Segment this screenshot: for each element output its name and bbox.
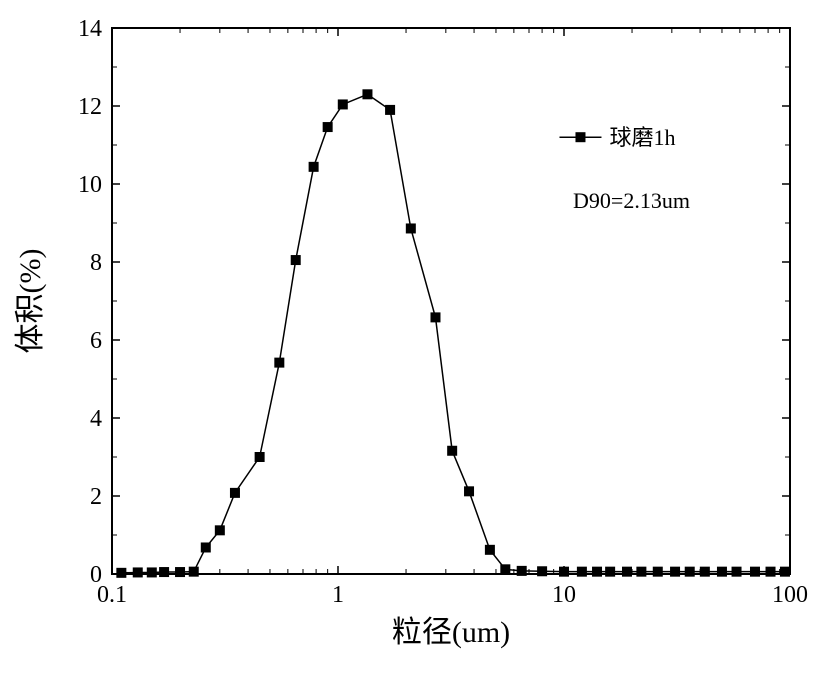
series-marker — [685, 567, 695, 577]
legend-label: 球磨1h — [609, 125, 675, 150]
series-marker — [500, 564, 510, 574]
series-marker — [175, 567, 185, 577]
y-tick-label: 12 — [78, 94, 102, 120]
series-marker — [559, 567, 569, 577]
y-axis-label: 体积(%) — [14, 249, 47, 354]
series-marker — [766, 567, 776, 577]
y-tick-label: 6 — [90, 328, 102, 354]
series-marker — [780, 567, 790, 577]
series-marker — [622, 567, 632, 577]
series-marker — [732, 567, 742, 577]
y-tick-label: 0 — [90, 562, 102, 588]
y-tick-label: 8 — [90, 250, 102, 276]
x-tick-label: 100 — [772, 582, 808, 608]
series-marker — [323, 122, 333, 132]
series-marker — [116, 568, 126, 578]
series-marker — [605, 567, 615, 577]
series-marker — [636, 567, 646, 577]
series-marker — [133, 567, 143, 577]
series-marker — [309, 162, 319, 172]
series-marker — [274, 358, 284, 368]
y-tick-label: 10 — [78, 172, 102, 198]
series-marker — [577, 567, 587, 577]
series-marker — [670, 567, 680, 577]
x-tick-label: 10 — [552, 582, 576, 608]
series-marker — [700, 567, 710, 577]
series-marker — [447, 446, 457, 456]
series-marker — [189, 567, 199, 577]
plot-border — [112, 28, 790, 574]
y-tick-label: 4 — [90, 406, 102, 432]
y-tick-label: 2 — [90, 484, 102, 510]
series-marker — [464, 486, 474, 496]
series-marker — [430, 312, 440, 322]
series-marker — [406, 223, 416, 233]
series-marker — [537, 566, 547, 576]
series-marker — [750, 567, 760, 577]
series-marker — [485, 545, 495, 555]
series-marker — [159, 567, 169, 577]
series-marker — [230, 488, 240, 498]
series-marker — [592, 567, 602, 577]
y-tick-label: 14 — [78, 16, 102, 42]
x-tick-label: 1 — [332, 582, 344, 608]
series-marker — [385, 105, 395, 115]
series-marker — [338, 99, 348, 109]
series-line — [121, 94, 785, 573]
series-marker — [291, 255, 301, 265]
annotation-text: D90=2.13um — [573, 188, 690, 213]
series-marker — [362, 89, 372, 99]
x-axis-label: 粒径(um) — [392, 616, 510, 649]
chart-container: 0.111010002468101214粒径(um)体积(%)球磨1hD90=2… — [0, 0, 829, 688]
series-marker — [147, 567, 157, 577]
chart-svg: 0.111010002468101214粒径(um)体积(%)球磨1hD90=2… — [0, 0, 829, 688]
series-marker — [653, 567, 663, 577]
series-marker — [717, 567, 727, 577]
series-marker — [255, 452, 265, 462]
series-marker — [517, 566, 527, 576]
legend-marker — [575, 132, 585, 142]
series-marker — [215, 525, 225, 535]
series-marker — [201, 542, 211, 552]
